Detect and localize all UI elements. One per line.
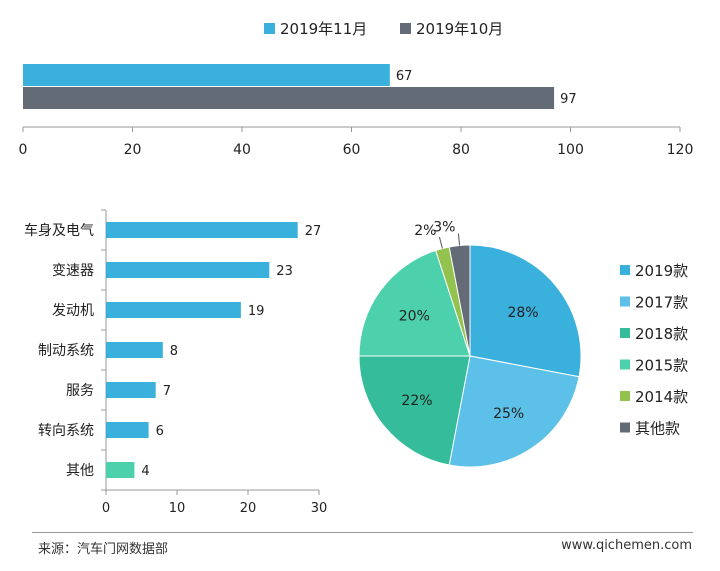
pie-legend-swatch-2 bbox=[620, 328, 630, 338]
pie-legend-swatch-5 bbox=[620, 422, 630, 433]
pie-leader-4 bbox=[438, 236, 443, 249]
x-tick-label-1: 20 bbox=[124, 142, 142, 158]
pie-slice-1 bbox=[448, 355, 580, 468]
site-url: www.qichemen.com bbox=[561, 538, 692, 553]
top-bar-chart: 2019年11月 2019年10月 67 97 0 20 40 60 80 100 120 bbox=[19, 20, 694, 158]
category-label-0: 车身及电气 bbox=[24, 222, 94, 239]
bar-0 bbox=[23, 64, 390, 86]
legend-swatch-0 bbox=[264, 23, 275, 34]
category-label-2: 发动机 bbox=[52, 303, 94, 319]
bar-value-label-0: 67 bbox=[396, 69, 413, 84]
bar-value-label-3: 8 bbox=[170, 344, 178, 359]
x-tick-label-0: 0 bbox=[102, 501, 110, 516]
x-tick-label-2: 20 bbox=[240, 501, 257, 516]
x-tick-label-5: 100 bbox=[557, 142, 584, 158]
pie-legend-label-0: 2019款 bbox=[635, 262, 688, 280]
x-tick-label-1: 10 bbox=[169, 501, 186, 516]
x-tick-label-6: 120 bbox=[667, 142, 694, 158]
bar-1 bbox=[106, 262, 270, 278]
pie-legend-swatch-1 bbox=[620, 296, 630, 307]
pie-slice-2 bbox=[358, 355, 471, 466]
pie-slice-3 bbox=[358, 249, 471, 357]
category-label-5: 转向系统 bbox=[38, 423, 94, 439]
pie-leader-5 bbox=[457, 233, 461, 246]
legend-swatch-1 bbox=[400, 23, 411, 34]
legend-label-0: 2019年11月 bbox=[280, 20, 367, 38]
pie-legend-swatch-0 bbox=[620, 265, 630, 275]
pie-legend-label-5: 其他款 bbox=[635, 420, 680, 438]
bar-value-label-6: 4 bbox=[141, 464, 149, 479]
x-tick-label-4: 80 bbox=[452, 142, 470, 158]
bar-value-label-0: 27 bbox=[305, 224, 322, 239]
bar-6 bbox=[106, 462, 135, 478]
bar-value-label-4: 7 bbox=[163, 384, 171, 399]
x-tick-label-3: 60 bbox=[343, 142, 361, 158]
category-label-3: 制动系统 bbox=[38, 343, 94, 359]
x-tick-label-0: 0 bbox=[19, 142, 28, 158]
category-label-4: 服务 bbox=[66, 383, 94, 399]
category-label-1: 变速器 bbox=[52, 263, 94, 279]
bar-value-label-5: 6 bbox=[156, 424, 164, 439]
pie-slice-0 bbox=[469, 244, 582, 378]
x-tick-label-2: 40 bbox=[233, 142, 251, 158]
footer-divider bbox=[32, 532, 693, 533]
bar-0 bbox=[106, 222, 298, 238]
footer: 来源：汽车门网数据部 www.qichemen.com bbox=[0, 530, 720, 571]
pie-legend-swatch-3 bbox=[620, 359, 630, 370]
bar-value-label-2: 19 bbox=[248, 304, 265, 319]
pie-legend-label-2: 2018款 bbox=[635, 325, 688, 343]
pie-value-label-2: 22% bbox=[401, 393, 432, 409]
pie-value-label-3: 20% bbox=[399, 309, 430, 325]
pie-legend-label-4: 2014款 bbox=[635, 388, 688, 406]
pie-legend-label-3: 2015款 bbox=[635, 357, 688, 375]
fault-category-bar-chart: 27 车身及电气 23 变速器 19 发动机 8 制动系统 7 服务 6 转向系统 4 其他 0 10 20 30 bbox=[24, 209, 328, 516]
pie-value-label-0: 28% bbox=[507, 305, 538, 321]
bar-value-label-1: 97 bbox=[560, 92, 577, 107]
model-year-pie-chart: 28% 25% 22% 20% 2%3% 2019款 2017款 2018款 2015款 2014… bbox=[358, 220, 688, 468]
bar-1 bbox=[23, 87, 555, 109]
pie-value-label-4: 2% bbox=[414, 223, 436, 239]
pie-value-label-5: 3% bbox=[433, 220, 455, 236]
pie-value-label-1: 25% bbox=[493, 406, 524, 422]
category-label-6: 其他 bbox=[66, 463, 94, 479]
pie-legend-label-1: 2017款 bbox=[635, 294, 688, 312]
pie-legend-swatch-4 bbox=[620, 391, 630, 401]
bar-5 bbox=[106, 422, 149, 438]
legend-label-1: 2019年10月 bbox=[416, 20, 503, 38]
x-tick-label-3: 30 bbox=[311, 501, 328, 516]
bar-value-label-1: 23 bbox=[276, 264, 293, 279]
bar-2 bbox=[106, 302, 241, 318]
bar-3 bbox=[106, 342, 163, 358]
bar-4 bbox=[106, 382, 156, 398]
source-note: 来源：汽车门网数据部 bbox=[38, 542, 169, 557]
